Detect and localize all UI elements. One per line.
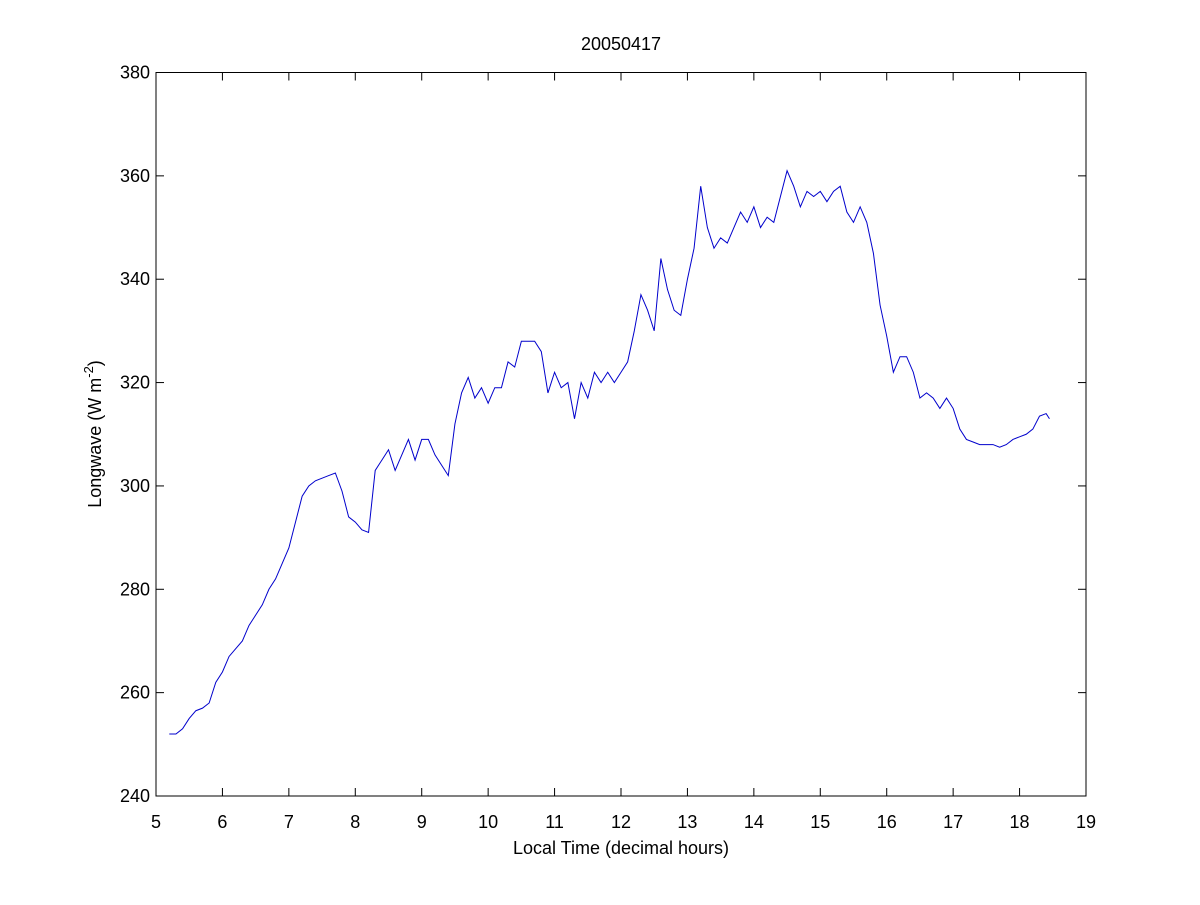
x-tick-label: 11 <box>545 812 564 832</box>
y-label-end: ) <box>85 360 105 366</box>
x-tick-label: 15 <box>810 812 830 832</box>
y-tick-label: 360 <box>120 166 150 186</box>
y-tick-label: 380 <box>120 63 150 83</box>
x-tick-label: 7 <box>284 812 294 832</box>
x-tick-label: 9 <box>417 812 427 832</box>
data-line <box>169 169 1050 735</box>
y-tick-label: 240 <box>120 786 150 806</box>
x-tick-label: 13 <box>677 812 697 832</box>
y-tick-label: 260 <box>120 683 150 703</box>
y-label-sup: -2 <box>81 366 96 378</box>
x-tick-label: 12 <box>611 812 631 832</box>
y-tick-label: 340 <box>120 269 150 289</box>
y-tick-label: 280 <box>120 579 150 599</box>
x-axis-label: Local Time (decimal hours) <box>513 838 729 858</box>
x-tick-label: 16 <box>877 812 897 832</box>
x-tick-label: 18 <box>1010 812 1030 832</box>
y-axis-label: Longwave (W m-2) <box>81 360 105 508</box>
x-tick-label: 17 <box>943 812 963 832</box>
x-tick-label: 5 <box>151 812 161 832</box>
x-tick-label: 19 <box>1076 812 1096 832</box>
y-tick-label: 320 <box>120 373 150 393</box>
y-tick-label: 300 <box>120 476 150 496</box>
y-label-base: Longwave (W m <box>85 378 105 508</box>
x-tick-label: 10 <box>478 812 498 832</box>
x-tick-label: 14 <box>744 812 764 832</box>
x-tick-label: 6 <box>217 812 227 832</box>
x-tick-label: 8 <box>350 812 360 832</box>
chart-title: 20050417 <box>581 34 661 54</box>
